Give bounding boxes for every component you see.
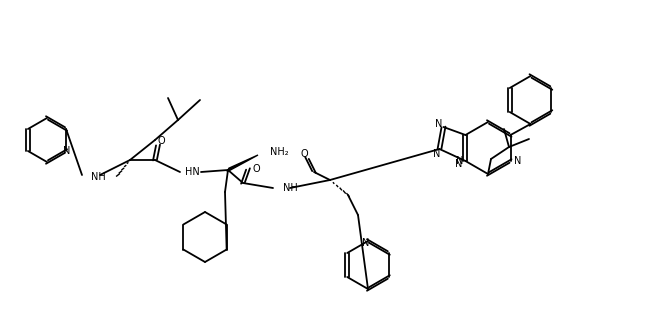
Text: NH₂: NH₂ <box>270 147 289 157</box>
Text: N: N <box>433 149 440 159</box>
Text: NH: NH <box>91 172 106 182</box>
Polygon shape <box>227 155 258 172</box>
Text: NH: NH <box>283 183 298 193</box>
Text: N: N <box>63 146 70 156</box>
Text: O: O <box>157 136 165 146</box>
Text: N: N <box>456 156 464 166</box>
Text: O: O <box>300 149 308 159</box>
Text: N: N <box>455 159 462 169</box>
Text: N: N <box>363 238 370 248</box>
Text: N: N <box>514 156 521 166</box>
Text: O: O <box>252 164 259 174</box>
Text: N: N <box>435 119 442 129</box>
Text: HN: HN <box>185 167 200 177</box>
